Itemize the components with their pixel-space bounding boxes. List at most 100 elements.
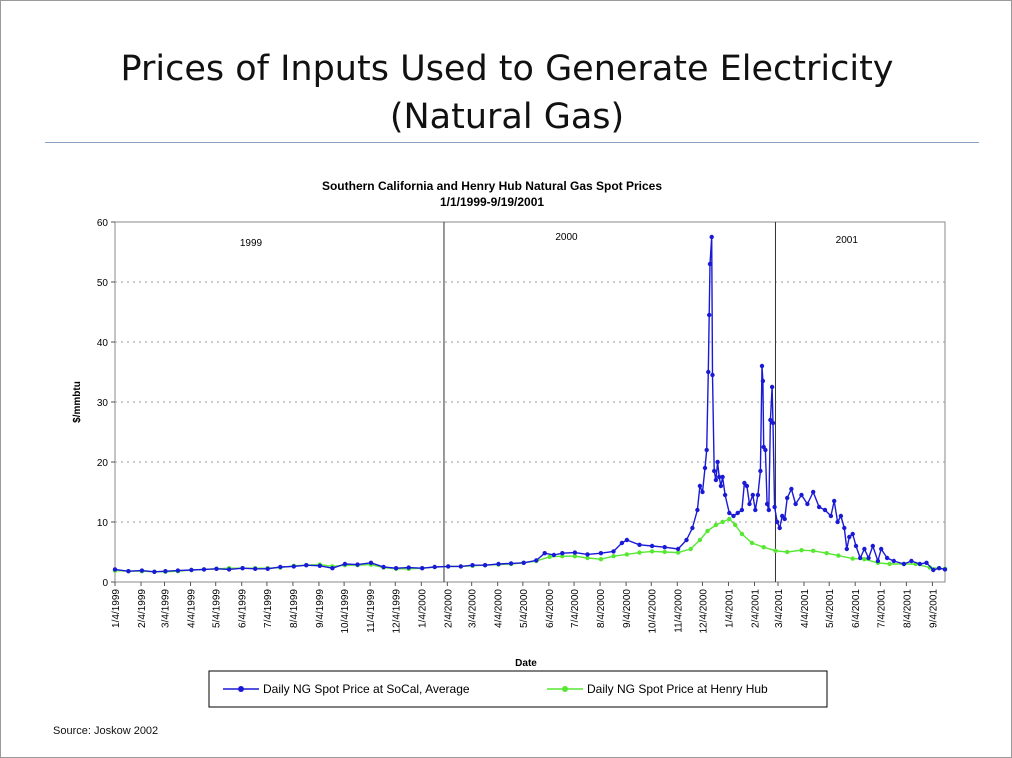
data-point	[924, 560, 929, 565]
data-point	[749, 540, 755, 546]
data-point	[126, 569, 131, 574]
data-point	[702, 465, 708, 471]
x-tick-label: 3/4/1999	[161, 589, 172, 628]
y-tick-label: 20	[97, 458, 109, 469]
data-point	[832, 498, 837, 504]
data-point	[785, 549, 790, 555]
data-point	[720, 474, 725, 480]
data-point	[770, 420, 776, 426]
data-point	[649, 549, 655, 554]
series-layer	[112, 234, 948, 574]
x-tick-label: 4/4/1999	[187, 589, 198, 628]
data-point	[917, 561, 922, 567]
data-point	[735, 510, 740, 516]
data-point	[446, 564, 451, 569]
data-point	[675, 550, 681, 555]
series-socal	[112, 234, 948, 574]
data-point	[739, 531, 745, 537]
data-point	[342, 561, 348, 567]
x-tick-label: 7/4/2001	[876, 589, 887, 628]
x-axis: 1/4/1999 2/4/1999 3/4/1999 4/4/1999 5/4/1999…	[111, 582, 939, 634]
data-point	[789, 486, 794, 492]
slide-title: Prices of Inputs Used to Generate Electr…	[1, 45, 1011, 141]
data-point	[432, 564, 437, 570]
data-point	[887, 561, 892, 567]
data-point	[853, 543, 859, 549]
data-point	[709, 234, 714, 240]
data-point	[727, 510, 732, 516]
data-point	[420, 566, 425, 571]
data-point	[355, 562, 360, 567]
data-point	[458, 564, 463, 569]
data-point	[764, 501, 770, 507]
x-tick-label: 10/4/1999	[340, 589, 351, 634]
data-point	[700, 489, 705, 495]
data-point	[695, 507, 700, 513]
data-point	[706, 369, 711, 375]
data-point	[317, 563, 322, 568]
x-tick-label: 3/4/2001	[774, 589, 785, 628]
data-point	[842, 525, 847, 531]
x-tick-label: 10/4/2000	[647, 589, 658, 634]
data-point	[769, 384, 775, 390]
data-point	[773, 548, 778, 553]
data-point	[835, 519, 840, 525]
data-point	[722, 492, 728, 498]
data-point	[547, 554, 552, 559]
legend-label: Daily NG Spot Price at Henry Hub	[587, 682, 768, 696]
data-point	[551, 552, 557, 558]
slide-title-line1: Prices of Inputs Used to Generate Electr…	[120, 49, 894, 89]
grid-lines	[115, 281, 945, 523]
data-point	[909, 558, 914, 564]
data-point	[705, 528, 710, 534]
data-point	[731, 513, 736, 519]
data-point	[675, 546, 681, 552]
x-tick-label: 6/4/2001	[851, 589, 862, 628]
x-tick-label: 11/4/2000	[673, 589, 684, 633]
data-point	[163, 569, 168, 574]
data-point	[637, 550, 642, 555]
x-tick-label: 2/4/2001	[750, 589, 761, 628]
data-point	[175, 568, 181, 573]
data-point	[572, 554, 578, 559]
year-label: 1999	[240, 238, 263, 249]
data-point	[775, 519, 780, 525]
data-point	[875, 558, 881, 564]
data-point	[265, 566, 270, 571]
data-point	[368, 560, 374, 565]
data-point	[836, 553, 841, 558]
x-tick-label: 3/4/2000	[468, 589, 479, 628]
x-tick-label: 9/4/2000	[622, 589, 633, 628]
data-point	[755, 492, 761, 498]
data-point	[278, 564, 283, 570]
x-tick-label: 12/4/1999	[391, 589, 402, 634]
data-point	[697, 537, 703, 543]
data-point	[304, 563, 309, 568]
data-point	[739, 507, 745, 513]
data-point	[927, 565, 933, 570]
data-point	[862, 557, 867, 562]
x-tick-label: 1/4/2001	[724, 589, 735, 628]
x-tick-label: 2/4/1999	[137, 589, 148, 628]
data-point	[805, 501, 810, 507]
data-point	[870, 543, 875, 549]
data-point	[758, 468, 763, 474]
data-point	[662, 549, 667, 555]
data-point	[715, 459, 720, 465]
data-point	[936, 566, 942, 571]
data-point	[291, 564, 296, 569]
data-point	[844, 546, 849, 552]
data-point	[697, 483, 703, 489]
data-point	[649, 543, 655, 549]
data-point	[240, 566, 245, 571]
data-point	[866, 555, 871, 561]
x-tick-label: 5/4/2001	[825, 589, 836, 628]
data-point	[753, 507, 758, 513]
data-point	[710, 372, 715, 378]
y-tick-label: 10	[97, 518, 109, 529]
legend: Daily NG Spot Price at SoCal, Average Dai…	[208, 670, 828, 708]
data-point	[744, 483, 750, 489]
data-point	[598, 557, 604, 562]
data-point	[760, 378, 766, 384]
data-point	[253, 566, 258, 571]
